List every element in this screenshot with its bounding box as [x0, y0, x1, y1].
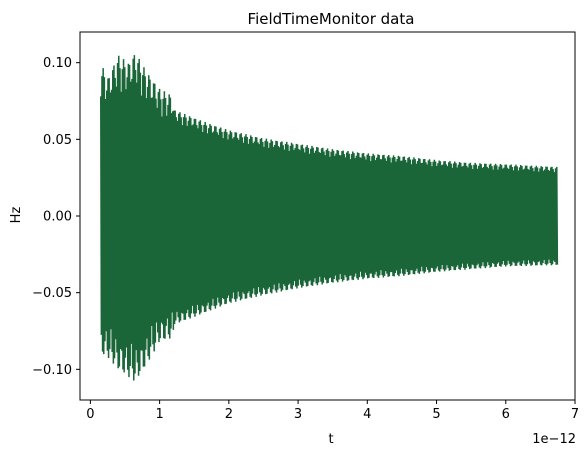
series-line-0 [100, 55, 559, 381]
x-tick-label: 7 [571, 407, 579, 422]
x-axis-offset-label: 1e−12 [532, 432, 576, 447]
x-tick-label: 6 [502, 407, 510, 422]
y-tick-label: −0.05 [32, 286, 72, 301]
plot-area [79, 31, 576, 401]
x-tick-label: 3 [294, 407, 302, 422]
x-tick-label: 5 [432, 407, 440, 422]
x-tick-label: 0 [86, 407, 94, 422]
x-axis: 0 1 2 3 4 5 6 7 [86, 400, 579, 422]
y-axis-label: Hz [9, 207, 24, 224]
chart-title: FieldTimeMonitor data [248, 10, 415, 28]
y-tick-label: −0.10 [32, 363, 72, 378]
y-tick-label: 0.00 [43, 210, 72, 225]
x-tick-label: 2 [225, 407, 233, 422]
y-axis: 0.10 0.05 0.00 −0.05 −0.10 [32, 56, 80, 378]
x-tick-label: 4 [363, 407, 371, 422]
x-tick-label: 1 [155, 407, 163, 422]
y-tick-label: 0.10 [43, 56, 72, 71]
y-tick-label: 0.05 [43, 133, 72, 148]
x-axis-label: t [328, 432, 333, 447]
